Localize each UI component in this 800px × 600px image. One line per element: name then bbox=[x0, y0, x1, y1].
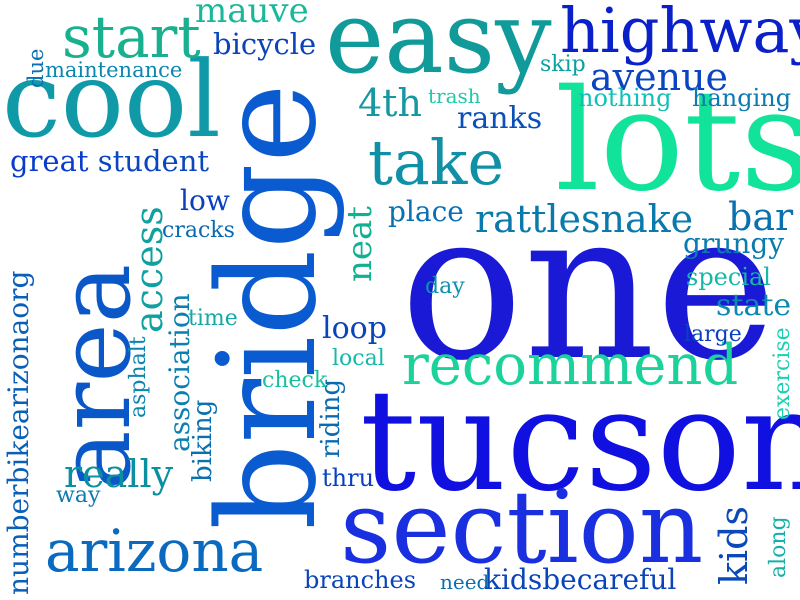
word-thru: thru bbox=[322, 464, 375, 492]
word-place: place bbox=[388, 195, 464, 228]
word-numberbikearizonaorg: numberbikearizonaorg bbox=[2, 270, 35, 595]
word-section: section bbox=[340, 469, 704, 586]
word-one: one bbox=[400, 168, 777, 406]
word-cool: cool bbox=[2, 39, 221, 161]
word-time: time bbox=[188, 306, 238, 331]
word-exercise: exercise bbox=[770, 327, 795, 420]
word-state: state bbox=[716, 288, 792, 323]
word-tucson: tucson bbox=[360, 360, 800, 523]
word-need: need bbox=[440, 570, 490, 594]
word-bicycle: bicycle bbox=[213, 27, 317, 61]
word-special: special bbox=[686, 263, 771, 291]
word-skip: skip bbox=[540, 52, 586, 77]
word-nothing: nothing bbox=[578, 84, 672, 112]
word-lots: lots bbox=[555, 60, 800, 223]
word-ranks: ranks bbox=[457, 101, 543, 136]
word-large: large bbox=[684, 322, 742, 347]
word-cracks: cracks bbox=[162, 218, 235, 243]
word-great: great bbox=[10, 144, 89, 178]
word-due: due bbox=[24, 48, 48, 88]
word-maintenance: maintenance bbox=[45, 58, 183, 82]
word-great-student: great student bbox=[10, 147, 209, 176]
word-hanging: hanging bbox=[692, 84, 792, 112]
word-grungy: grungy bbox=[683, 227, 785, 260]
word-highway: highway bbox=[560, 0, 800, 67]
word-riding: riding bbox=[316, 378, 346, 458]
word-biking: biking bbox=[188, 399, 218, 482]
word-recommend: recommend bbox=[402, 333, 739, 398]
word-bar: bar bbox=[728, 195, 794, 239]
word-start: start bbox=[62, 3, 201, 71]
word-take: take bbox=[368, 126, 505, 199]
word-rattlesnake: rattlesnake bbox=[475, 197, 694, 241]
word-local: local bbox=[332, 346, 385, 371]
word-arizona: arizona bbox=[45, 517, 264, 585]
word-branches: branches bbox=[304, 566, 417, 594]
word-day: day bbox=[425, 274, 465, 299]
word-trash: trash bbox=[428, 84, 481, 108]
word-neat: neat bbox=[340, 206, 380, 282]
word-easy: easy bbox=[325, 0, 552, 96]
word-avenue: avenue bbox=[590, 55, 729, 99]
word-low: low bbox=[180, 184, 230, 217]
word-check: check bbox=[262, 368, 328, 393]
word-student: student bbox=[97, 144, 210, 178]
word-way: way bbox=[56, 483, 101, 508]
word-really: really bbox=[64, 452, 174, 496]
word-loop: loop bbox=[322, 311, 387, 346]
word-mauve: mauve bbox=[195, 0, 309, 31]
word-kids: kids bbox=[712, 505, 756, 585]
word-along: along bbox=[766, 516, 791, 578]
word-kidsbecareful: kidsbecareful bbox=[484, 563, 677, 596]
word-4th: 4th bbox=[358, 81, 422, 125]
word-asphalt: asphalt bbox=[126, 336, 151, 418]
